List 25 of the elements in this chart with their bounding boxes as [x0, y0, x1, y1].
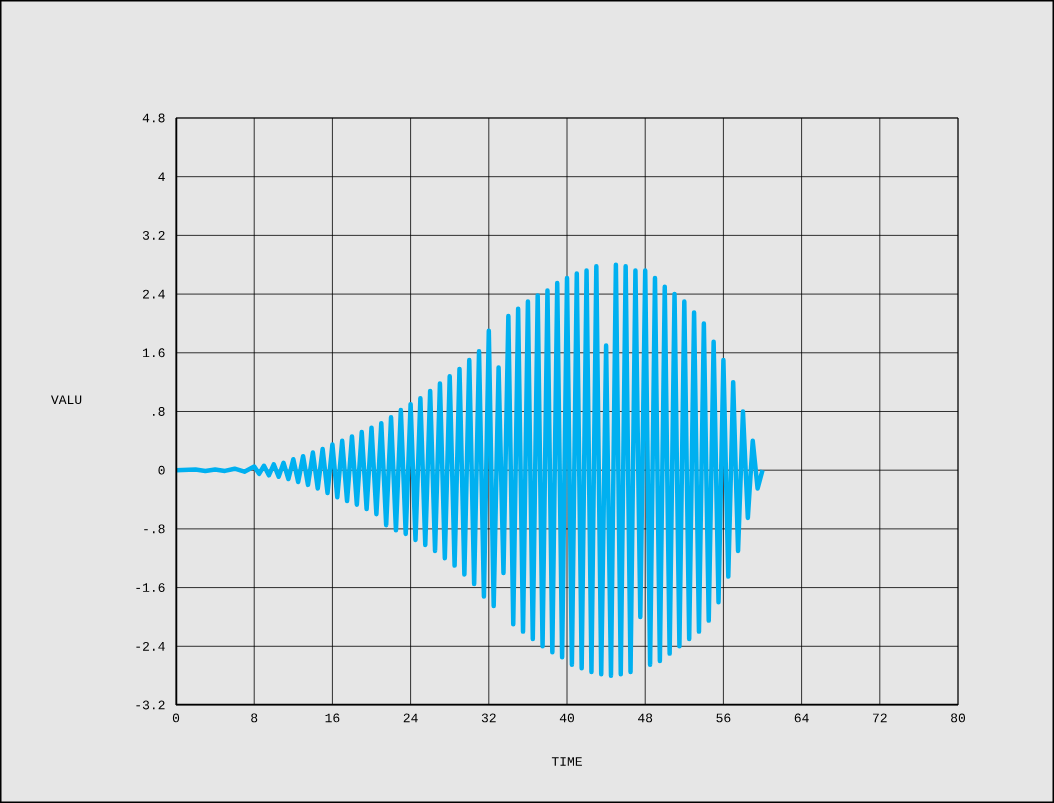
- x-tick-label: 48: [638, 713, 653, 723]
- y-tick-label: 4: [158, 172, 165, 181]
- y-tick-label: -3.2: [136, 700, 165, 710]
- x-tick-label: 64: [794, 713, 809, 723]
- y-tick-label: 3.2: [142, 230, 165, 240]
- y-tick-label: 1.6: [143, 348, 165, 358]
- x-tick-label: 56: [716, 713, 731, 723]
- line-series: [176, 262, 765, 678]
- x-tick-label: 80: [951, 713, 965, 723]
- y-axis-title: VALU: [50, 395, 82, 405]
- x-tick-label: 32: [481, 713, 496, 723]
- y-tick-label: -.8: [144, 524, 165, 534]
- x-tick-label: 16: [325, 713, 340, 723]
- y-tick-label: 4.8: [142, 113, 165, 123]
- y-tick-label: 2.4: [142, 289, 165, 299]
- y-tick-label: -1.6: [136, 583, 165, 592]
- x-axis-title: TIME: [551, 757, 582, 766]
- y-tick-label: 0: [158, 465, 165, 475]
- x-tick-label: 40: [559, 713, 575, 723]
- x-tick-label: 8: [251, 713, 258, 723]
- x-tick-label: 72: [873, 713, 887, 723]
- x-tick-label: 0: [172, 713, 180, 723]
- y-tick-label: .8: [153, 407, 165, 416]
- y-tick-label: -2.4: [136, 641, 165, 651]
- x-tick-label: 24: [403, 713, 418, 723]
